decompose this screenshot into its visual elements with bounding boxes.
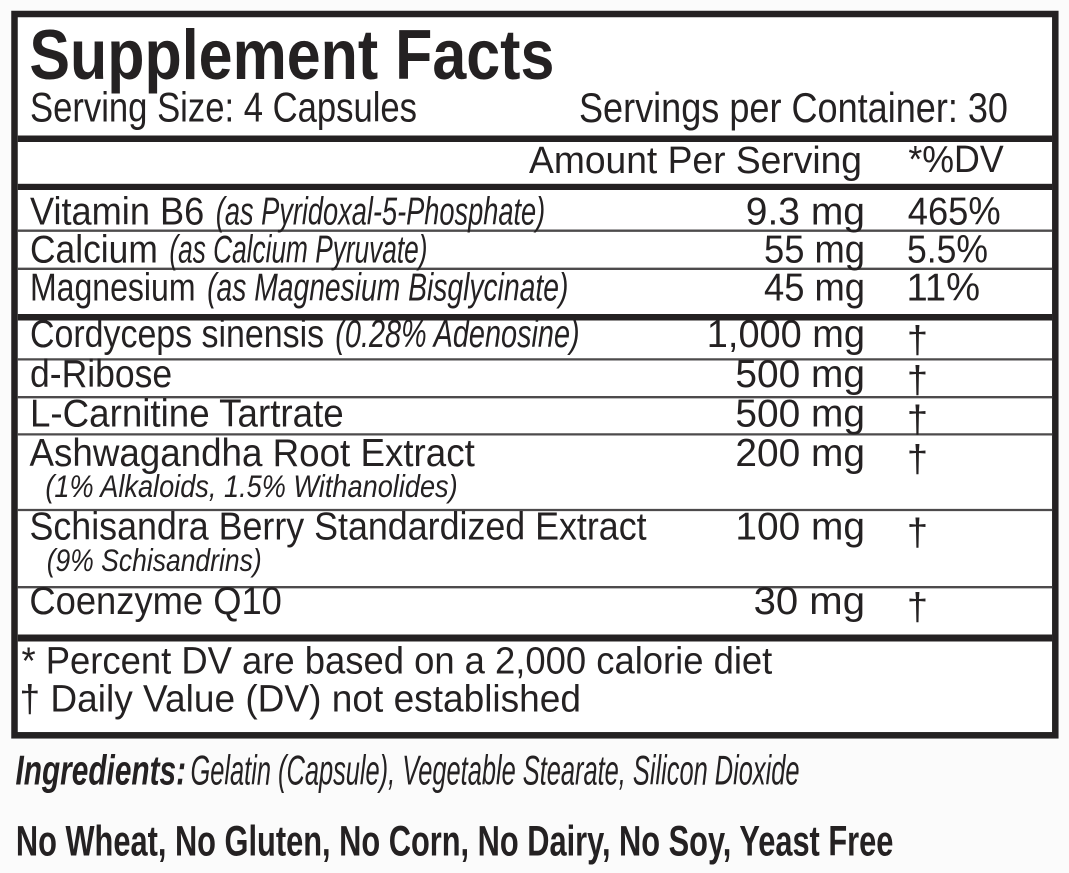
svg-text:Amount Per Serving: Amount Per Serving: [529, 140, 862, 182]
svg-text:† Daily Value (DV) not establi: † Daily Value (DV) not established: [20, 679, 582, 721]
svg-text:Vitamin B6: Vitamin B6: [30, 190, 204, 233]
svg-text:30 mg: 30 mg: [754, 580, 865, 623]
svg-text:(as Pyridoxal-5-Phosphate): (as Pyridoxal-5-Phosphate): [216, 190, 545, 233]
svg-text:(as Magnesium Bisglycinate): (as Magnesium Bisglycinate): [207, 267, 568, 310]
svg-text:* Percent DV are based on a 2,: * Percent DV are based on a 2,000 calori…: [22, 641, 773, 683]
svg-text:No Wheat, No Gluten, No Corn,: No Wheat, No Gluten, No Corn, No Dairy, …: [16, 817, 894, 864]
svg-text:Supplement Facts: Supplement Facts: [29, 16, 554, 95]
svg-text:Ashwagandha Root Extract: Ashwagandha Root Extract: [30, 432, 475, 475]
svg-text:Servings per Container: 30: Servings per Container: 30: [579, 85, 1008, 131]
svg-text:†: †: [907, 320, 928, 362]
svg-text:(as Calcium Pyruvate): (as Calcium Pyruvate): [169, 228, 427, 271]
svg-text:†: †: [907, 360, 928, 402]
svg-text:55 mg: 55 mg: [764, 228, 865, 271]
svg-text:Schisandra Berry Standardized: Schisandra Berry Standardized Extract: [30, 506, 647, 549]
svg-text:465%: 465%: [908, 190, 1001, 233]
svg-text:(0.28% Adenosine): (0.28% Adenosine): [335, 313, 579, 356]
svg-text:†: †: [907, 399, 928, 441]
svg-text:†: †: [907, 587, 928, 629]
svg-text:1,000 mg: 1,000 mg: [707, 313, 865, 356]
svg-text:500 mg: 500 mg: [735, 353, 865, 396]
svg-text:Magnesium: Magnesium: [30, 267, 196, 310]
svg-text:L-Carnitine Tartrate: L-Carnitine Tartrate: [30, 392, 344, 435]
svg-text:†: †: [907, 439, 928, 481]
svg-text:Coenzyme Q10: Coenzyme Q10: [29, 580, 282, 623]
svg-text:d-Ribose: d-Ribose: [30, 353, 172, 396]
svg-text:(1% Alkaloids, 1.5% Withanolid: (1% Alkaloids, 1.5% Withanolides): [45, 468, 457, 504]
svg-text:Ingredients:: Ingredients:: [16, 746, 187, 793]
svg-text:Calcium: Calcium: [30, 228, 158, 271]
svg-text:Serving Size: 4 Capsules: Serving Size: 4 Capsules: [30, 85, 417, 131]
svg-text:9.3 mg: 9.3 mg: [746, 190, 865, 233]
svg-text:11%: 11%: [907, 267, 981, 310]
svg-text:45 mg: 45 mg: [764, 267, 865, 310]
svg-text:5.5%: 5.5%: [907, 228, 988, 271]
svg-text:Cordyceps sinensis: Cordyceps sinensis: [30, 313, 324, 356]
svg-text:†: †: [907, 512, 928, 554]
svg-text:500 mg: 500 mg: [735, 392, 865, 435]
svg-text:100 mg: 100 mg: [735, 506, 865, 549]
svg-text:200 mg: 200 mg: [735, 432, 865, 475]
svg-text:(9% Schisandrins): (9% Schisandrins): [47, 542, 262, 578]
svg-text:Gelatin (Capsule), Vegetable S: Gelatin (Capsule), Vegetable Stearate, S…: [191, 746, 800, 793]
svg-text:*%DV: *%DV: [908, 139, 1004, 181]
